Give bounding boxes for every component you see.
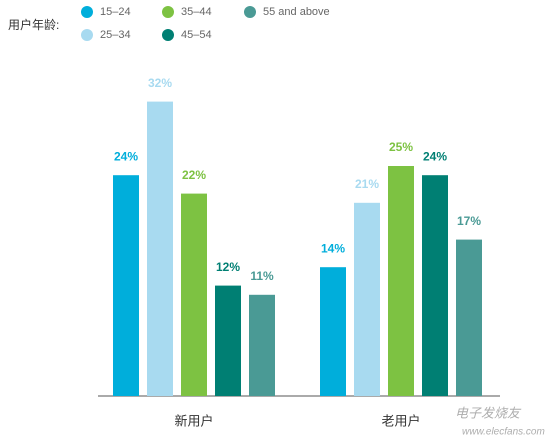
category-label: 新用户 (174, 413, 213, 428)
bar (215, 285, 241, 396)
bar (147, 101, 173, 396)
value-label: 25% (389, 140, 413, 154)
value-label: 24% (423, 149, 447, 163)
value-label: 24% (114, 149, 138, 163)
legend-dot (162, 29, 174, 41)
legend-label: 55 and above (263, 6, 330, 18)
watermark-url: www.elecfans.com (462, 427, 545, 438)
bar (422, 175, 448, 396)
legend-title: 用户年龄: (8, 17, 59, 32)
bar (456, 239, 482, 396)
legend-dot (244, 6, 256, 18)
value-label: 12% (216, 260, 240, 274)
watermark: 电子发烧友 (455, 405, 522, 420)
bar (249, 294, 275, 396)
legend-label: 45–54 (181, 29, 212, 41)
legend-label: 15–24 (100, 6, 131, 18)
value-label: 17% (457, 214, 481, 228)
value-label: 11% (250, 269, 274, 283)
legend-label: 35–44 (181, 6, 212, 18)
legend-dot (81, 29, 93, 41)
legend-dot (162, 6, 174, 18)
legend-label: 25–34 (100, 29, 131, 41)
value-label: 21% (355, 177, 379, 191)
category-label: 老用户 (381, 413, 420, 428)
value-label: 14% (321, 241, 345, 255)
bar (388, 166, 414, 396)
bar (320, 267, 346, 396)
bar (113, 175, 139, 396)
bar (181, 193, 207, 396)
bar (354, 202, 380, 396)
legend-dot (81, 6, 93, 18)
value-label: 32% (148, 76, 172, 90)
value-label: 22% (182, 168, 206, 182)
